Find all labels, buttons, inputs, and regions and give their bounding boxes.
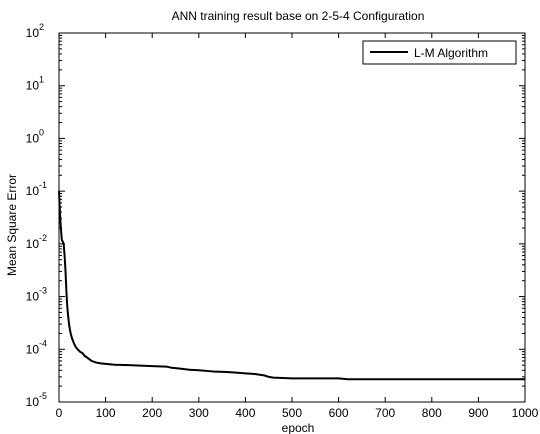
y-tick-label: 10 <box>26 290 40 304</box>
y-tick-label: 10 <box>26 184 40 198</box>
x-tick-label: 100 <box>96 406 116 420</box>
y-tick-exponent: 0 <box>39 127 44 137</box>
y-tick-label: 10 <box>26 79 40 93</box>
y-tick-label: 10 <box>26 237 40 251</box>
chart-title: ANN training result base on 2-5-4 Config… <box>172 9 425 23</box>
legend: L-M Algorithm <box>362 40 517 65</box>
axis-ticks: 0 100 200 300 400 500 600 700 800 900 100010-510-4… <box>26 22 539 420</box>
y-tick-base: 10 <box>26 290 40 304</box>
x-tick-label: 1000 <box>512 406 539 420</box>
y-tick-label: 10 <box>26 342 40 356</box>
y-tick-base: 10 <box>26 342 40 356</box>
x-tick-label: 700 <box>375 406 395 420</box>
y-tick-label: 10 <box>26 131 40 145</box>
x-tick-label: 900 <box>468 406 488 420</box>
y-tick-base: 10 <box>26 26 40 40</box>
legend-entry: L-M Algorithm <box>414 46 488 60</box>
y-axis-label: Mean Square Error <box>5 174 19 276</box>
x-axis-label: epoch <box>282 421 315 434</box>
series-line-0 <box>58 191 525 381</box>
y-tick-label: 10 <box>26 395 40 409</box>
y-tick-exponent: -4 <box>39 338 47 348</box>
y-tick-exponent: 2 <box>39 22 44 32</box>
y-tick-label: 10 <box>26 26 40 40</box>
y-tick-exponent: -1 <box>39 180 47 190</box>
x-tick-label: 200 <box>142 406 162 420</box>
plot-area <box>58 32 526 403</box>
x-tick-label: 0 <box>56 406 63 420</box>
y-tick-base: 10 <box>26 131 40 145</box>
y-tick-exponent: -3 <box>39 286 47 296</box>
y-tick-base: 10 <box>26 395 40 409</box>
y-tick-base: 10 <box>26 184 40 198</box>
y-tick-exponent: 1 <box>39 75 44 85</box>
x-tick-label: 300 <box>189 406 209 420</box>
x-tick-label: 400 <box>235 406 255 420</box>
x-tick-label: 600 <box>329 406 349 420</box>
y-tick-exponent: -2 <box>39 233 47 243</box>
y-tick-base: 10 <box>26 237 40 251</box>
legend-box <box>362 40 517 65</box>
series-layer <box>58 191 525 381</box>
y-tick-exponent: -5 <box>39 391 47 401</box>
x-tick-label: 800 <box>422 406 442 420</box>
x-tick-label: 500 <box>282 406 302 420</box>
y-tick-base: 10 <box>26 79 40 93</box>
